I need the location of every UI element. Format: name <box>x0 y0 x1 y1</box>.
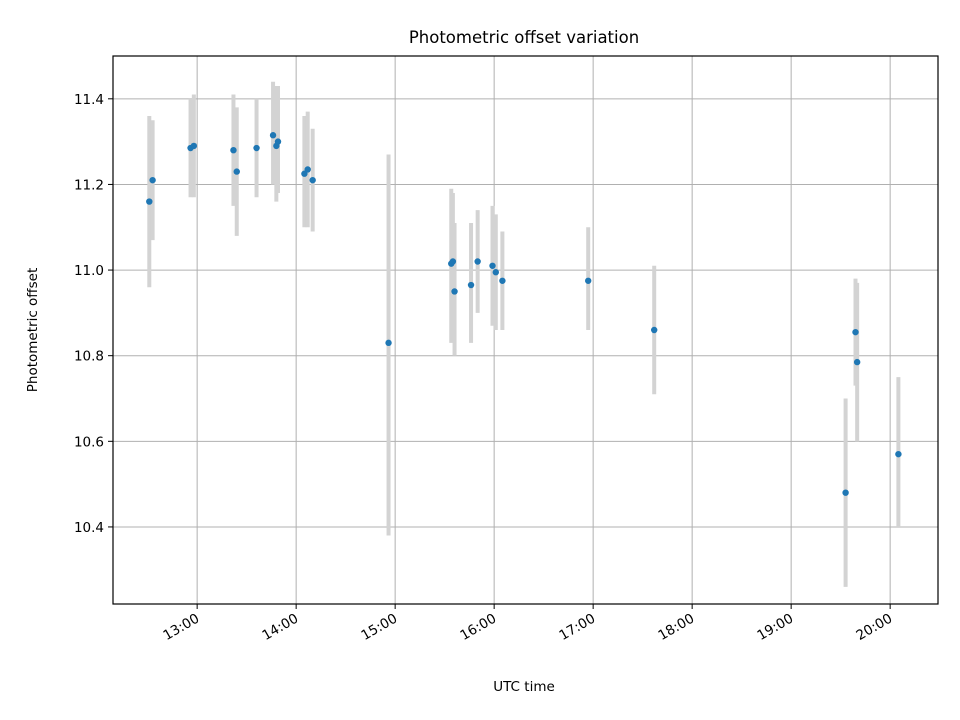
grid-lines <box>113 56 938 604</box>
data-point <box>449 258 457 265</box>
x-tick-label: 18:00 <box>655 611 697 644</box>
data-point <box>253 144 260 152</box>
data-point <box>467 281 475 289</box>
x-tick-label: 16:00 <box>457 611 499 644</box>
plot-frame <box>112 55 939 605</box>
data-point <box>852 328 859 336</box>
data-point <box>190 142 198 150</box>
data-point <box>474 258 481 265</box>
data-points <box>146 132 902 496</box>
data-point <box>585 277 592 284</box>
y-tick-label: 10.8 <box>74 349 104 365</box>
data-point <box>304 166 311 173</box>
data-point <box>499 277 506 284</box>
error-bars <box>147 81 901 587</box>
data-point <box>842 489 849 496</box>
x-axis-ticks: 13:00 14:00 15:00 16:00 17:00 18:00 19:00 20:00 <box>160 604 895 644</box>
data-point <box>309 176 316 184</box>
data-point <box>451 288 458 295</box>
data-point <box>269 132 277 139</box>
y-tick-label: 10.4 <box>74 520 104 536</box>
chart-title: Photometric offset variation <box>409 28 639 47</box>
x-tick-label: 20:00 <box>853 611 895 644</box>
data-point <box>146 198 153 205</box>
x-tick-label: 13:00 <box>160 611 202 644</box>
y-tick-label: 11.2 <box>74 177 104 193</box>
data-point <box>651 326 658 334</box>
data-point <box>853 358 861 366</box>
data-point <box>233 168 240 175</box>
y-axis-label: Photometric offset <box>25 268 41 392</box>
x-axis-label: UTC time <box>493 679 555 695</box>
x-tick-label: 17:00 <box>556 611 598 644</box>
data-point <box>492 269 499 276</box>
y-axis-ticks: 10.4 10.6 10.8 11.0 11.2 11.4 <box>74 92 113 536</box>
y-tick-label: 11.0 <box>74 263 104 279</box>
data-point <box>385 339 392 347</box>
y-tick-label: 11.4 <box>74 92 104 108</box>
data-point <box>274 138 282 145</box>
y-tick-label: 10.6 <box>74 434 104 450</box>
data-point <box>230 146 237 154</box>
x-tick-label: 19:00 <box>754 611 796 644</box>
data-point <box>149 176 156 184</box>
data-point <box>489 262 496 269</box>
x-tick-label: 14:00 <box>259 611 301 644</box>
x-tick-label: 15:00 <box>358 611 400 644</box>
data-point <box>895 450 902 458</box>
